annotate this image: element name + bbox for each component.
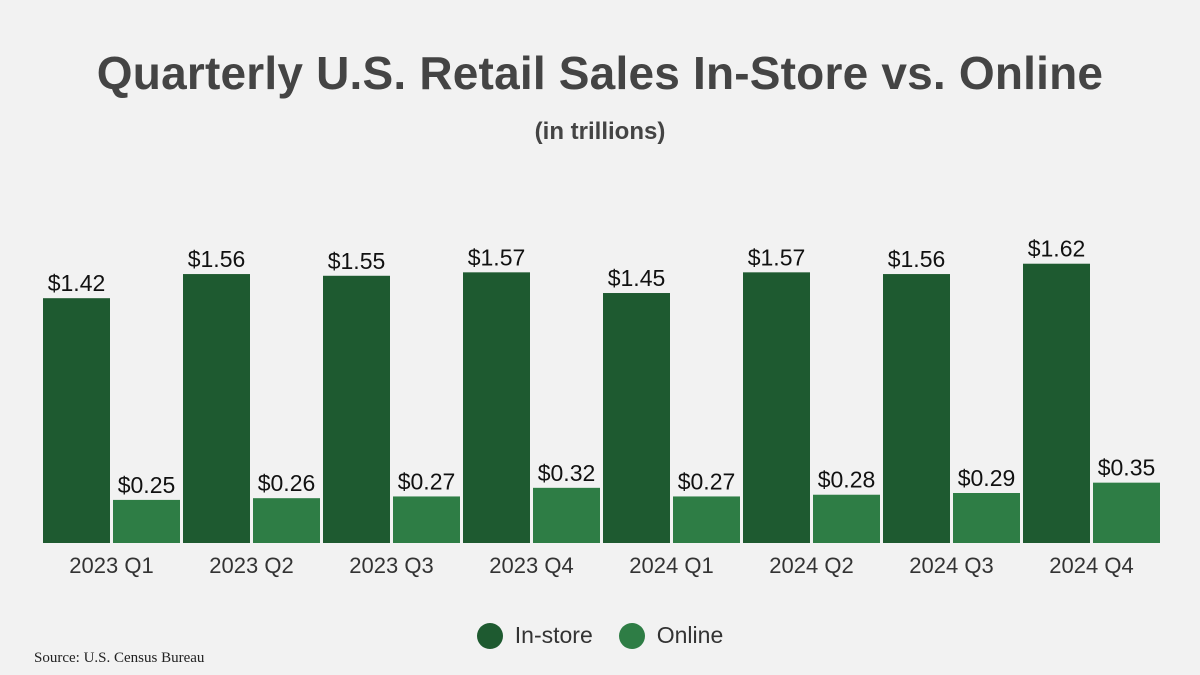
data-label: $0.27 [398,468,456,494]
data-label: $1.56 [888,246,946,272]
bar-in-store-2024-q1 [603,293,670,543]
bar-in-store-2023-q4 [463,272,530,543]
data-label: $0.29 [958,465,1016,491]
x-tick-label: 2024 Q1 [629,553,713,578]
legend-label-online: Online [656,622,724,648]
data-label: $1.62 [1028,236,1086,262]
bar-in-store-2023-q3 [323,275,390,543]
data-label: $1.42 [48,270,106,296]
legend-swatch-online [618,622,645,649]
bar-online-2023-q1 [113,499,180,543]
bar-in-store-2024-q2 [743,272,810,543]
bar-in-store-2024-q4 [1023,263,1090,543]
legend-item-online: Online [618,622,724,649]
data-label: $0.26 [258,470,316,496]
data-label: $1.56 [188,246,246,272]
data-label: $0.28 [818,467,876,493]
data-label: $0.25 [118,472,176,498]
x-tick-label: 2023 Q2 [209,553,293,578]
chart-title: Quarterly U.S. Retail Sales In-Store vs.… [96,47,1104,99]
bar-in-store-2023-q1 [43,298,110,543]
legend-swatch-in-store [476,622,503,649]
data-label: $1.57 [748,244,806,270]
bar-in-store-2024-q3 [883,274,950,543]
x-tick-label: 2023 Q3 [349,553,433,578]
bar-chart: $1.42 $0.25 2023 Q1 $1.56 $0.26 2023 Q2 $1.55 $… [43,236,1160,578]
chart-legend: In-store Online [0,622,1200,649]
data-label: $0.32 [538,460,596,486]
legend-label-in-store: In-store [514,622,593,648]
legend-item-in-store: In-store [476,622,593,649]
data-label: $1.45 [608,265,666,291]
data-label: $1.57 [468,244,526,270]
bar-online-2023-q2 [253,498,320,543]
source-note: Source: U.S. Census Bureau [34,650,205,666]
bar-online-2024-q4 [1093,482,1160,543]
x-tick-label: 2024 Q2 [769,553,853,578]
chart-subtitle: (in trillions) [534,118,666,145]
bar-online-2024-q3 [953,493,1020,543]
x-tick-label: 2024 Q4 [1049,553,1133,578]
data-label: $0.27 [678,468,736,494]
bar-online-2023-q3 [393,496,460,543]
bar-online-2023-q4 [533,487,600,543]
x-tick-label: 2023 Q1 [69,553,153,578]
data-label: $0.35 [1098,455,1156,481]
data-label: $1.55 [328,248,386,274]
bar-online-2024-q1 [673,496,740,543]
bar-in-store-2023-q2 [183,274,250,543]
bar-online-2024-q2 [813,494,880,543]
x-tick-label: 2024 Q3 [909,553,993,578]
x-tick-label: 2023 Q4 [489,553,573,578]
